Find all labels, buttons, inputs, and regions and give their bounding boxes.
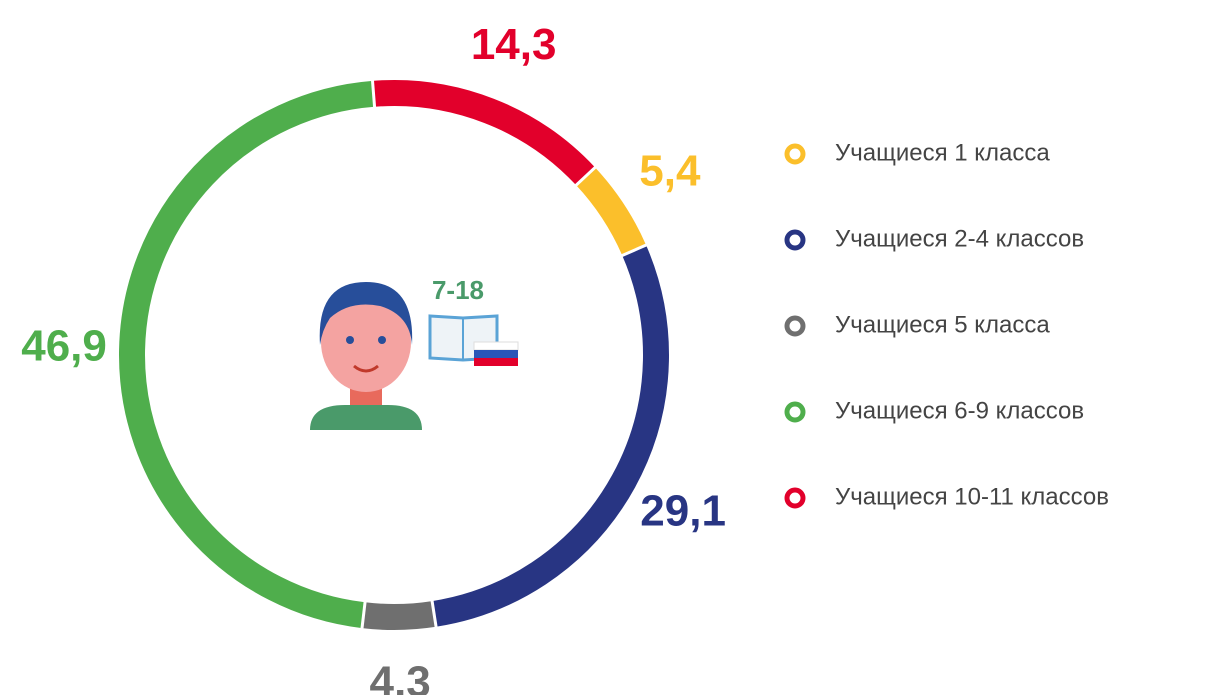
value-label: 5,4	[639, 147, 701, 196]
segment-gap	[359, 589, 369, 642]
legend-marker	[784, 487, 806, 509]
value-label: 14,3	[471, 20, 557, 69]
legend-label: Учащиеся 5 класса	[835, 311, 1050, 338]
donut-segment	[372, 80, 596, 186]
donut-segment	[119, 80, 375, 629]
legend-marker	[784, 229, 806, 251]
segment-gap	[370, 67, 378, 120]
donut-segment	[575, 167, 647, 256]
legend-label: Учащиеся 2-4 классов	[835, 225, 1084, 252]
legend-marker	[784, 143, 806, 165]
value-label: 29,1	[640, 487, 726, 536]
legend-label: Учащиеся 10-11 классов	[835, 483, 1109, 510]
value-label: 46,9	[21, 321, 107, 370]
segment-gap	[565, 157, 606, 196]
donut-segment	[432, 245, 669, 627]
center-icon: 7-18	[310, 275, 519, 430]
value-label: 4,3	[370, 658, 431, 695]
segment-gap	[609, 238, 659, 263]
legend-marker	[784, 315, 806, 337]
donut-segment	[362, 601, 437, 630]
legend-label: Учащиеся 1 класса	[835, 139, 1050, 166]
center-label: 7-18	[432, 275, 484, 305]
segment-gap	[428, 587, 440, 640]
legend-label: Учащиеся 6-9 классов	[835, 397, 1084, 424]
legend-marker	[784, 401, 806, 423]
